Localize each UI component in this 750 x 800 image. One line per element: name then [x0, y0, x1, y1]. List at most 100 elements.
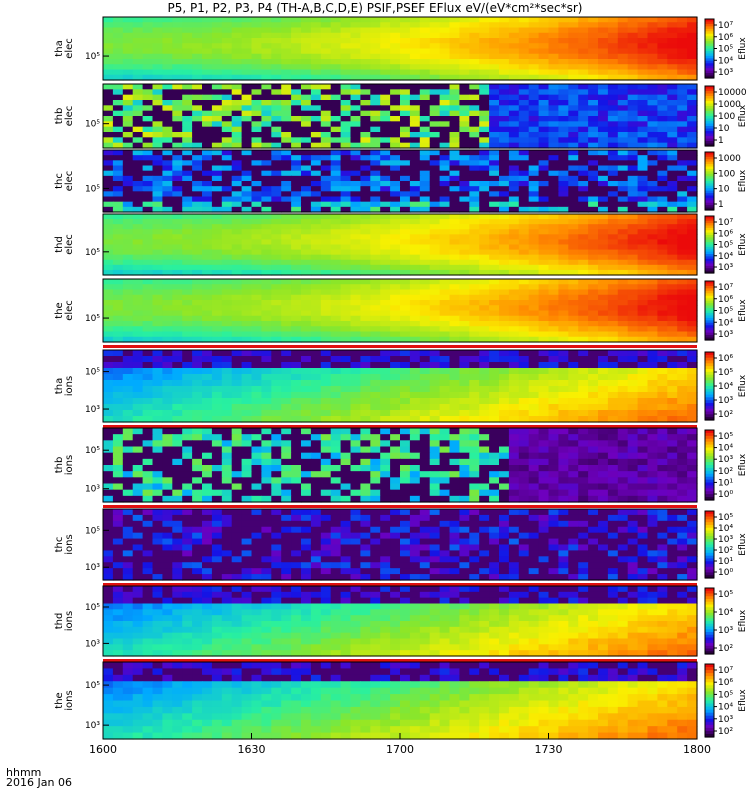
spectrogram-cell — [548, 43, 559, 50]
spectrogram-cell — [489, 336, 500, 343]
spectrogram-cell — [251, 186, 262, 192]
spectrogram-cell — [172, 165, 183, 172]
plot-title: P5, P1, P2, P3, P4 (TH-A,B,C,D,E) PSIF,P… — [167, 1, 583, 15]
spectrogram-cell — [330, 392, 342, 399]
spectrogram-cell — [548, 165, 559, 172]
spectrogram-cell — [518, 224, 530, 230]
spectrogram-cell — [598, 392, 609, 399]
spectrogram-cell — [390, 59, 401, 65]
spectrogram-cell — [508, 374, 520, 381]
spectrogram-cell — [598, 17, 609, 23]
spectrogram-cell — [568, 244, 579, 251]
spectrogram-cell — [152, 160, 163, 167]
spectrogram-cell — [657, 331, 668, 338]
spectrogram-cell — [182, 446, 193, 454]
spectrogram-cell — [558, 206, 569, 213]
spectrogram-cell — [667, 362, 678, 369]
spectrogram-cell — [538, 43, 550, 50]
spectrogram-cell — [152, 186, 163, 192]
colorbar-swatch — [705, 312, 714, 317]
spectrogram-cell — [617, 289, 629, 296]
spectrogram-cell — [459, 244, 470, 251]
spectrogram-cell — [390, 410, 401, 417]
colorbar-swatch — [705, 293, 714, 297]
spectrogram-cell — [211, 170, 223, 177]
spectrogram-cell — [261, 160, 272, 167]
spectrogram-cell — [528, 294, 540, 301]
spectrogram-cell — [558, 191, 569, 198]
spectrogram-cell — [390, 428, 401, 435]
spectrogram-cell — [419, 321, 431, 327]
spectrogram-cell — [578, 116, 589, 122]
spectrogram-cell — [370, 416, 381, 423]
spectrogram-cell — [489, 206, 500, 213]
spectrogram-cell — [162, 94, 173, 101]
spectrogram-cell — [528, 254, 540, 261]
spectrogram-cell — [667, 279, 678, 285]
spectrogram-cell — [291, 368, 302, 375]
spectrogram-cell — [667, 440, 678, 448]
spectrogram-cell — [142, 69, 154, 76]
spectrogram-cell — [390, 201, 401, 208]
spectrogram-cell — [538, 410, 550, 417]
spectrogram-cell — [647, 206, 658, 213]
spectrogram-cell — [627, 150, 639, 156]
spectrogram-cell — [182, 350, 193, 357]
spectrogram-cell — [320, 74, 332, 81]
spectrogram-cell — [350, 214, 361, 220]
spectrogram-cell — [390, 315, 401, 322]
spectrogram-cell — [429, 165, 441, 172]
spectrogram-cell — [459, 32, 470, 39]
spectrogram-cell — [627, 331, 639, 338]
spectrogram-cell — [409, 142, 421, 149]
spectrogram-cell — [657, 458, 668, 466]
spectrogram-cell — [112, 392, 124, 399]
spectrogram-cell — [538, 249, 550, 256]
spectrogram-cell — [657, 259, 668, 266]
spectrogram-cell — [103, 234, 114, 241]
spectrogram-cell — [340, 69, 352, 76]
spectrogram-cell — [103, 362, 114, 369]
spectrogram-cell — [182, 440, 193, 448]
spectrogram-cell — [301, 416, 312, 423]
spectrogram-cell — [103, 356, 114, 363]
spectrogram-cell — [598, 214, 609, 220]
spectrogram-cell — [182, 368, 193, 375]
spectrogram-cell — [499, 350, 510, 357]
spectrogram-cell — [578, 126, 589, 133]
spectrogram-cell — [231, 234, 243, 241]
spectrogram-cell — [241, 315, 253, 322]
spectrogram-cell — [469, 410, 480, 417]
colorbar-swatch — [705, 60, 714, 64]
spectrogram-cell — [132, 116, 144, 122]
spectrogram-cell — [390, 284, 401, 291]
spectrogram-cell — [310, 74, 322, 81]
spectrogram-cell — [677, 142, 688, 149]
spectrogram-cell — [419, 201, 431, 208]
spectrogram-cell — [469, 84, 480, 90]
spectrogram-cell — [657, 181, 668, 187]
spectrogram-cell — [499, 289, 510, 296]
spectrogram-cell — [132, 458, 144, 466]
spectrogram-cell — [419, 269, 431, 276]
spectrogram-cell — [241, 446, 253, 454]
spectrogram-cell — [202, 254, 213, 261]
spectrogram-cell — [211, 94, 223, 101]
spectrogram-cell — [459, 121, 470, 128]
spectrogram-cell — [310, 27, 322, 34]
spectrogram-cell — [647, 126, 658, 133]
spectrogram-cell — [132, 259, 144, 266]
spectrogram-cell — [301, 279, 312, 285]
spectrogram-cell — [667, 321, 678, 327]
spectrogram-cell — [301, 214, 312, 220]
spectrogram-cell — [637, 244, 649, 251]
spectrogram-cell — [409, 214, 421, 220]
spectrogram-cell — [231, 132, 243, 138]
spectrogram-cell — [459, 110, 470, 117]
colorbar-title: Eflux — [738, 37, 748, 60]
spectrogram-cell — [409, 428, 421, 435]
spectrogram-cell — [677, 416, 688, 423]
spectrogram-cell — [400, 305, 411, 312]
spectrogram-cell — [617, 94, 629, 101]
spectrogram-cell — [409, 269, 421, 276]
